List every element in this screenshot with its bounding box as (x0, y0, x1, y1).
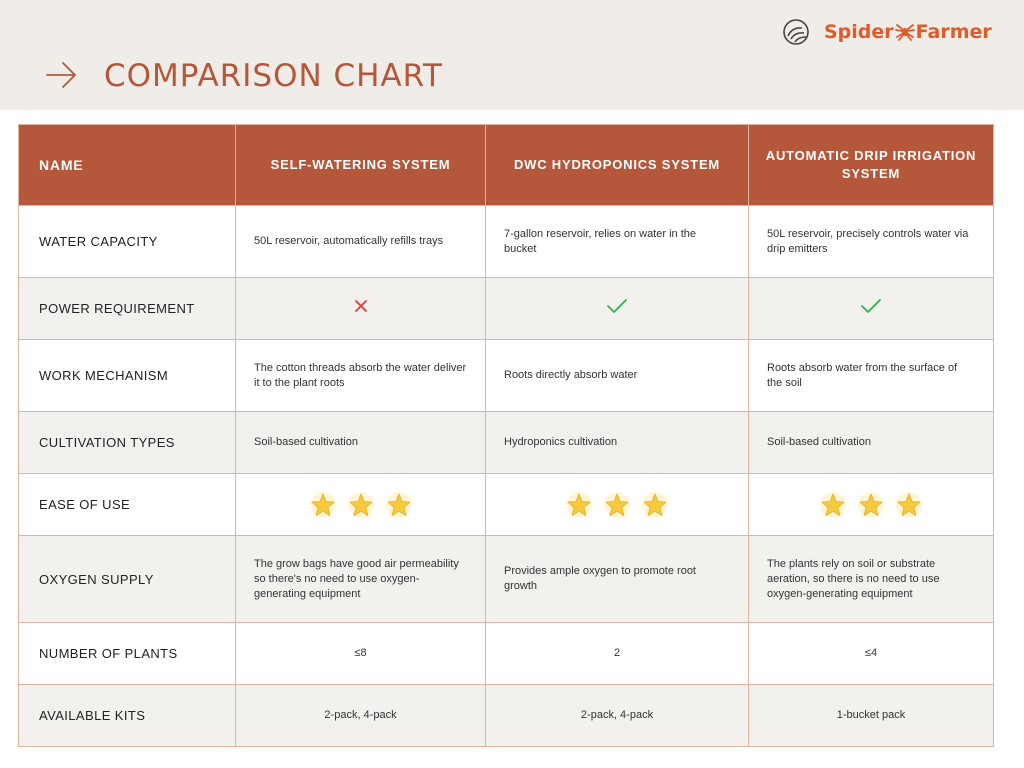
cell-mechanism-dwc: Roots directly absorb water (485, 339, 749, 412)
cell-oxygen-self-watering: The grow bags have good air permeability… (235, 535, 486, 623)
row-work-mechanism: WORK MECHANISM The cotton threads absorb… (18, 339, 994, 412)
row-label: WORK MECHANISM (18, 339, 236, 412)
cell-kits-dwc: 2-pack, 4-pack (485, 684, 749, 747)
spiral-logo-icon (783, 19, 809, 45)
column-header-self-watering: SELF-WATERING SYSTEM (235, 124, 486, 206)
star-icon (309, 491, 336, 518)
star-icon (604, 491, 630, 518)
star-icon (347, 491, 374, 518)
table-header-row: NAME SELF-WATERING SYSTEM DWC HYDROPONIC… (18, 124, 994, 206)
cell-kits-self-watering: 2-pack, 4-pack (235, 684, 486, 747)
star-icon (566, 491, 592, 518)
cell-power-drip (748, 277, 994, 340)
cell-cultivation-self-watering: Soil-based cultivation (235, 411, 486, 474)
comparison-table: NAME SELF-WATERING SYSTEM DWC HYDROPONIC… (18, 124, 994, 747)
cell-power-self-watering (235, 277, 486, 340)
cell-water-capacity-drip: 50L reservoir, precisely controls water … (748, 205, 994, 278)
cell-mechanism-self-watering: The cotton threads absorb the water deli… (235, 339, 486, 412)
row-label: NUMBER OF PLANTS (18, 622, 236, 685)
row-label: POWER REQUIREMENT (18, 277, 236, 340)
row-label: AVAILABLE KITS (18, 684, 236, 747)
star-icon (385, 491, 412, 518)
cell-power-dwc (485, 277, 749, 340)
brand-name-part2: Farmer (915, 21, 992, 43)
arrow-right-icon (46, 62, 76, 88)
check-icon (607, 299, 627, 313)
star-rating (254, 491, 467, 519)
check-icon (861, 299, 881, 313)
column-header-dwc-hydroponics: DWC HYDROPONICS SYSTEM (485, 124, 749, 206)
row-label: OXYGEN SUPPLY (18, 535, 236, 623)
row-label: EASE OF USE (18, 473, 236, 536)
star-icon (642, 491, 668, 518)
cell-water-capacity-dwc: 7-gallon reservoir, relies on water in t… (485, 205, 749, 278)
row-ease-of-use: EASE OF USE (18, 473, 994, 536)
star-icon (858, 491, 884, 518)
page-header: COMPARISON CHART Spider Farmer (0, 0, 1024, 110)
brand-name-part1: Spider (824, 21, 894, 43)
star-rating (767, 491, 975, 519)
row-cultivation-types: CULTIVATION TYPES Soil-based cultivation… (18, 411, 994, 474)
spider-icon (894, 22, 915, 42)
cell-cultivation-drip: Soil-based cultivation (748, 411, 994, 474)
star-rating (504, 491, 730, 519)
cell-ease-self-watering (235, 473, 486, 536)
cell-oxygen-drip: The plants rely on soil or substrate aer… (748, 535, 994, 623)
row-number-of-plants: NUMBER OF PLANTS ≤8 2 ≤4 (18, 622, 994, 685)
cell-plants-drip: ≤4 (748, 622, 994, 685)
cell-kits-drip: 1-bucket pack (748, 684, 994, 747)
cell-water-capacity-self-watering: 50L reservoir, automatically refills tra… (235, 205, 486, 278)
cell-plants-dwc: 2 (485, 622, 749, 685)
column-header-drip-irrigation: AUTOMATIC DRIP IRRIGATION SYSTEM (748, 124, 994, 206)
cell-oxygen-dwc: Provides ample oxygen to promote root gr… (485, 535, 749, 623)
column-header-name: NAME (18, 124, 236, 206)
row-oxygen-supply: OXYGEN SUPPLY The grow bags have good ai… (18, 535, 994, 623)
row-available-kits: AVAILABLE KITS 2-pack, 4-pack 2-pack, 4-… (18, 684, 994, 747)
cell-ease-dwc (485, 473, 749, 536)
brand-name: Spider Farmer (824, 21, 992, 43)
cell-ease-drip (748, 473, 994, 536)
cell-plants-self-watering: ≤8 (235, 622, 486, 685)
cross-icon (354, 300, 367, 312)
star-icon (896, 491, 922, 518)
cell-mechanism-drip: Roots absorb water from the surface of t… (748, 339, 994, 412)
brand-logo: Spider Farmer (782, 16, 992, 48)
cell-cultivation-dwc: Hydroponics cultivation (485, 411, 749, 474)
star-icon (820, 491, 846, 518)
row-power-requirement: POWER REQUIREMENT (18, 277, 994, 340)
page-title: COMPARISON CHART (104, 58, 443, 94)
row-water-capacity: WATER CAPACITY 50L reservoir, automatica… (18, 205, 994, 278)
row-label: CULTIVATION TYPES (18, 411, 236, 474)
row-label: WATER CAPACITY (18, 205, 236, 278)
